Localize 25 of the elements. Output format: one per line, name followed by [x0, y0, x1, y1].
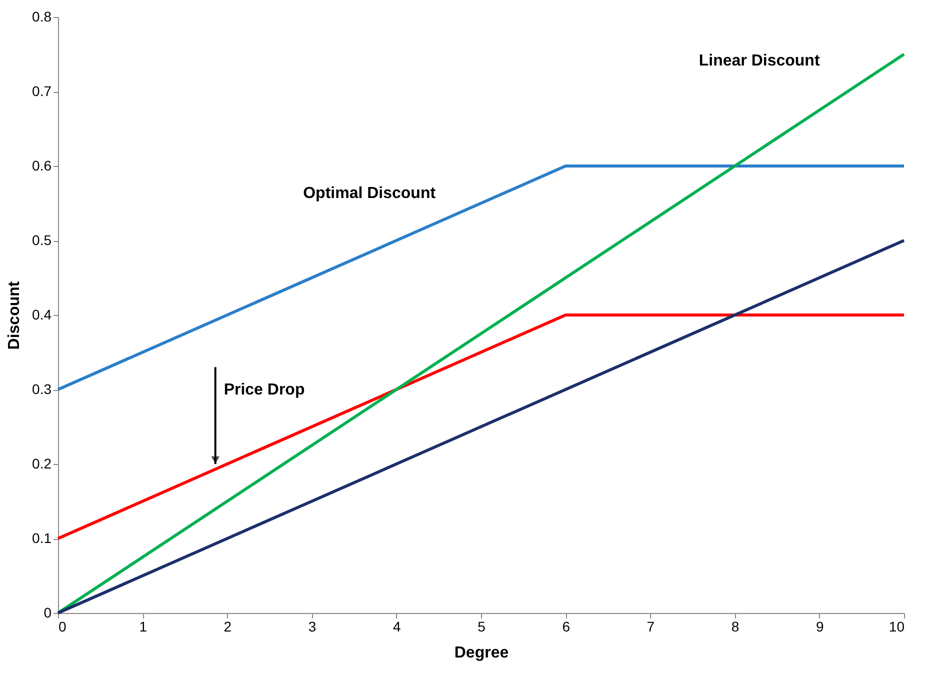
x-tick-label: 9	[816, 618, 824, 634]
x-tick-label: 4	[393, 618, 401, 634]
x-axis-title: Degree	[454, 644, 509, 662]
y-tick-label: 0.7	[32, 83, 52, 99]
x-tick-label: 10	[888, 618, 905, 634]
y-axis-title: Discount	[6, 280, 24, 350]
y-tick-label: 0.3	[32, 381, 52, 397]
x-tick-label: 0	[58, 618, 66, 634]
annotation: Price Drop	[224, 382, 305, 398]
text: Linear Discount	[698, 52, 820, 70]
x-tick-label: 2	[224, 618, 232, 634]
x-tick-label: 6	[562, 618, 570, 634]
y-tick-label: 0.6	[32, 158, 52, 174]
y-tick-label: 0.5	[32, 232, 52, 248]
y-tick-label: 0.8	[32, 8, 52, 24]
y-tick-label: 0.1	[32, 530, 52, 546]
y-tick-label: 0.2	[32, 456, 52, 472]
series-label: Optimal Discount	[303, 184, 436, 202]
y-tick-label: 0.4	[32, 306, 52, 322]
x-tick-label: 5	[478, 618, 486, 634]
x-tick-label: 7	[646, 618, 655, 634]
x-tick-label: 1	[139, 618, 148, 634]
x-tick-label: 3	[308, 618, 316, 634]
y-tick-label: 0	[44, 604, 52, 620]
x-tick-label: 8	[731, 618, 740, 634]
